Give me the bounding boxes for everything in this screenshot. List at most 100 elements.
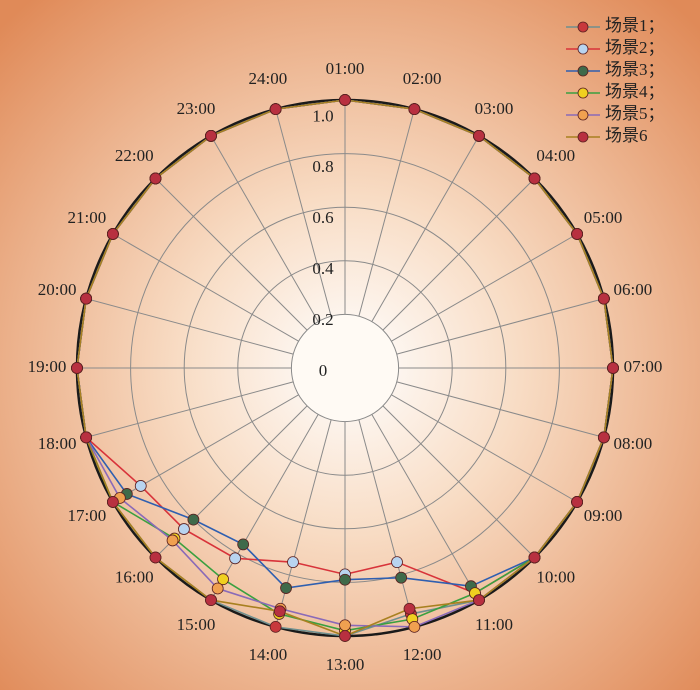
series-marker (178, 523, 190, 535)
hour-label: 05:00 (584, 208, 623, 227)
legend-label: 场景4； (605, 82, 665, 101)
series-marker (107, 228, 119, 240)
spoke (371, 135, 480, 322)
spoke (382, 405, 535, 558)
series-marker (473, 130, 485, 142)
series-marker (280, 582, 292, 594)
hour-label: 12:00 (403, 645, 442, 664)
series-marker (408, 103, 421, 116)
r-tick-label: 0.8 (312, 157, 333, 176)
legend-marker (577, 109, 589, 121)
spoke (396, 298, 604, 355)
hour-label: 20:00 (38, 280, 77, 299)
series-marker (607, 362, 619, 374)
series-marker (339, 94, 351, 106)
r-tick-label: 1.0 (312, 106, 333, 125)
r-tick-label: 0.6 (312, 208, 333, 227)
r-tick-label: 0 (319, 361, 328, 380)
hour-label: 13:00 (326, 655, 365, 674)
hour-label: 16:00 (115, 568, 154, 587)
legend-marker (577, 21, 589, 33)
legend-label: 场景2； (605, 38, 665, 57)
legend-label: 场景3； (605, 60, 665, 79)
series-marker (229, 552, 242, 565)
series-marker (528, 172, 541, 185)
series-marker (107, 496, 119, 508)
spoke (275, 109, 332, 317)
series-marker (269, 620, 282, 633)
spoke (86, 298, 294, 355)
hour-label: 22:00 (115, 146, 154, 165)
hour-label: 07:00 (624, 357, 663, 376)
series-marker (71, 362, 83, 374)
series-marker (205, 130, 217, 142)
legend-label: 场景5； (605, 104, 665, 123)
legend-marker (577, 87, 589, 99)
series-marker (149, 172, 162, 185)
series-marker (187, 513, 200, 526)
spoke (112, 233, 299, 342)
series-marker (339, 619, 351, 632)
hour-label: 15:00 (177, 615, 216, 634)
series-marker (408, 620, 421, 633)
series-marker (528, 551, 541, 564)
hour-label: 08:00 (613, 434, 652, 453)
series-marker (391, 556, 403, 569)
hour-label: 01:00 (326, 59, 365, 78)
hour-label: 04:00 (536, 146, 575, 165)
series-marker (166, 534, 179, 547)
hour-label: 09:00 (584, 506, 623, 525)
spoke (155, 178, 308, 331)
legend-marker (577, 43, 589, 55)
spoke (86, 381, 294, 438)
r-tick-label: 0.4 (312, 259, 334, 278)
hour-label: 21:00 (68, 208, 107, 227)
legend-label: 场景6 (605, 126, 648, 145)
series-marker (571, 496, 583, 508)
hour-label: 11:00 (475, 615, 513, 634)
series-marker (134, 480, 147, 492)
series-marker (597, 292, 610, 305)
series-marker (571, 228, 583, 240)
series-marker (473, 594, 485, 606)
spoke (358, 419, 415, 627)
hour-label: 17:00 (68, 506, 107, 525)
series-marker (269, 103, 282, 116)
series-marker (403, 602, 416, 615)
spoke (396, 381, 604, 438)
series-marker (597, 431, 610, 444)
hour-label: 24:00 (249, 69, 288, 88)
series-marker (80, 292, 93, 305)
hour-label: 10:00 (536, 568, 575, 587)
hour-label: 23:00 (177, 99, 216, 118)
series-marker (217, 573, 229, 586)
series-marker (211, 582, 224, 595)
legend-marker (577, 131, 589, 143)
hour-label: 03:00 (475, 99, 514, 118)
series-marker (80, 431, 93, 444)
legend-marker (577, 65, 589, 77)
series-marker (339, 630, 351, 642)
spoke (391, 233, 578, 342)
r-tick-label: 0.2 (312, 310, 333, 329)
series-marker (287, 556, 299, 569)
series-marker (273, 605, 286, 618)
series-marker (205, 594, 217, 606)
hour-label: 02:00 (403, 69, 442, 88)
spoke (382, 178, 535, 331)
grid-circle (290, 313, 400, 423)
legend-label: 场景1； (605, 16, 665, 35)
series-marker (149, 551, 162, 564)
spoke (358, 109, 415, 317)
hour-label: 19:00 (28, 357, 67, 376)
hour-label: 06:00 (613, 280, 652, 299)
hour-label: 14:00 (249, 645, 288, 664)
series-marker (395, 571, 408, 584)
spoke (210, 135, 319, 322)
spoke (391, 394, 578, 503)
spoke (210, 414, 319, 601)
spoke (371, 414, 480, 601)
series-marker (237, 538, 250, 551)
hour-label: 18:00 (38, 434, 77, 453)
